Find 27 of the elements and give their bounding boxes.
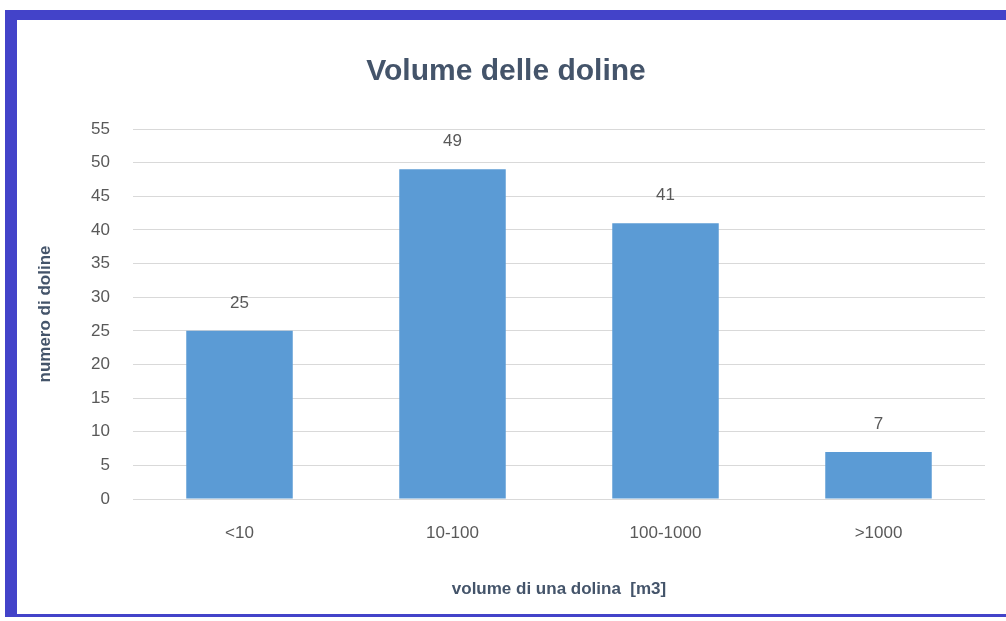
bar [825,451,932,499]
x-axis-title: volume di una dolina [m3] [451,579,667,599]
data-label: 7 [873,413,884,433]
x-tick-label: <10 [225,522,254,542]
y-tick-label: 45 [91,185,110,205]
y-tick-label: 0 [100,488,110,508]
y-tick-label: 10 [91,421,110,441]
y-tick-label: 35 [91,253,110,273]
data-label: 41 [656,184,675,204]
y-tick-label: 25 [91,320,110,340]
y-tick-label: 30 [91,286,110,306]
y-tick-label: 40 [91,219,110,239]
y-tick-label: 20 [91,354,110,374]
bar [612,223,719,499]
x-tick-label: >1000 [854,522,903,542]
x-tick-label: 100-1000 [629,522,702,542]
data-label: 49 [443,131,462,151]
bar [399,169,506,499]
y-tick-label: 5 [100,455,110,475]
data-label: 25 [230,292,249,312]
chart-title: Volume delle doline [366,53,646,87]
y-axis-title: numero di doline [34,245,54,383]
x-tick-label: 10-100 [426,522,479,542]
y-tick-label: 15 [91,387,110,407]
y-tick-label: 55 [91,118,110,138]
y-tick-label: 50 [91,152,110,172]
bar [186,330,293,499]
